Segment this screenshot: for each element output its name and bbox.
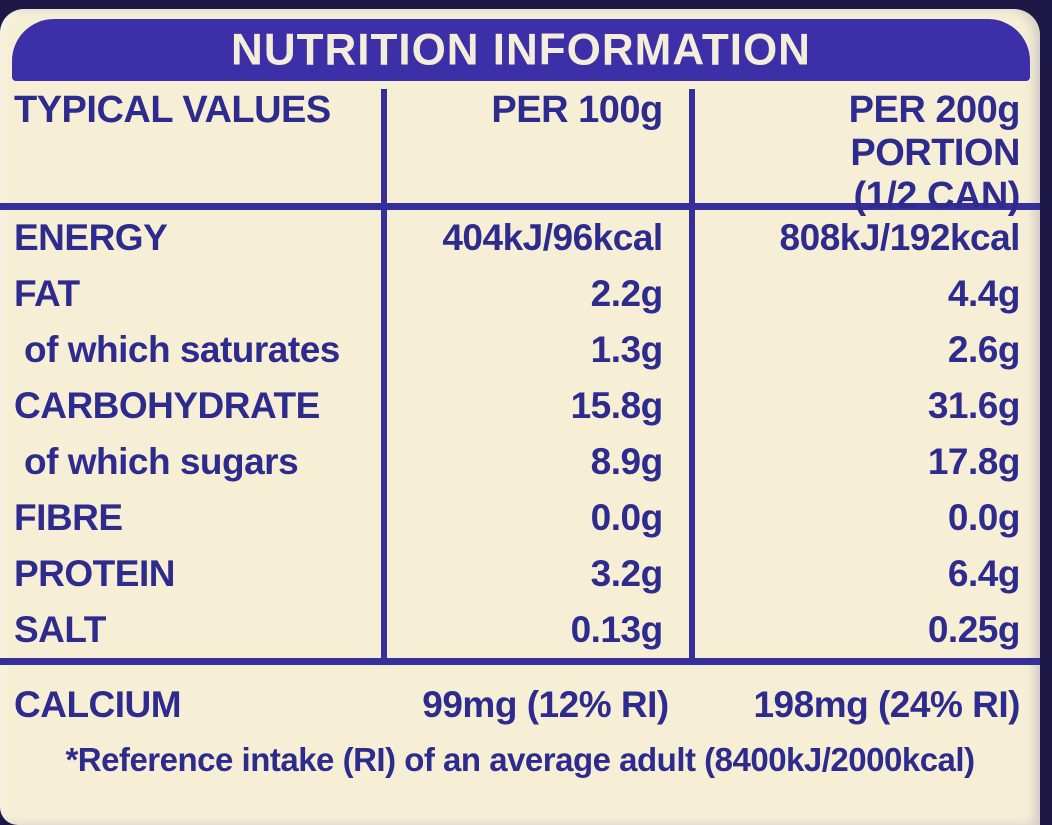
row-label: PROTEIN (0, 546, 387, 602)
row-label: FIBRE (0, 490, 387, 546)
row-value-per100: 15.8g (387, 378, 695, 434)
row-label: CARBOHYDRATE (0, 378, 387, 434)
nutrient-rows: ENERGY 404kJ/96kcal 808kJ/192kcal FAT 2.… (0, 210, 1040, 658)
table-row-salt: SALT 0.13g 0.25g (0, 602, 1040, 658)
column-header-row: TYPICAL VALUES PER 100g PER 200g PORTION… (0, 81, 1040, 218)
row-value-per200: 0.25g (927, 609, 1021, 650)
row-value-per100: 3.2g (387, 546, 695, 602)
nutrition-label: NUTRITION INFORMATION TYPICAL VALUES PER… (0, 9, 1040, 825)
row-value-per100: 0.13g (387, 602, 695, 658)
row-value-per100: 0.0g (387, 490, 695, 546)
table-row-sugars: of which sugars 8.9g 17.8g (0, 434, 1040, 490)
reference-intake-footnote: *Reference intake (RI) of an average adu… (65, 741, 975, 778)
table-row-fat: FAT 2.2g 4.4g (0, 266, 1040, 322)
row-label: of which sugars (0, 434, 387, 490)
row-value-per200: 4.4g (947, 273, 1021, 314)
column-header-per-100g: PER 100g (387, 89, 695, 218)
row-value-per200: 17.8g (927, 441, 1021, 482)
row-value-per200: 6.4g (947, 553, 1021, 594)
table-row-saturates: of which saturates 1.3g 2.6g (0, 322, 1040, 378)
row-label: CALCIUM (14, 684, 182, 725)
column-header-per-200g-line2: (1/2 CAN) (853, 175, 1020, 217)
row-value-per200: 31.6g (927, 385, 1021, 426)
row-value-per100: 2.2g (387, 266, 695, 322)
table-row-protein: PROTEIN 3.2g 6.4g (0, 546, 1040, 602)
row-value-per100: 8.9g (387, 434, 695, 490)
row-label: FAT (0, 266, 387, 322)
row-label: ENERGY (0, 210, 387, 266)
row-value-per200: 2.6g (947, 329, 1021, 370)
row-value-per200: 198mg (24% RI) (753, 684, 1020, 725)
divider-bottom (0, 658, 1040, 665)
row-label: SALT (0, 602, 387, 658)
row-value-per100: 99mg (12% RI) (422, 684, 669, 725)
row-value-per200: 808kJ/192kcal (779, 217, 1021, 258)
column-header-per-200g-portion: PER 200g PORTION (1/2 CAN) (695, 89, 1040, 218)
row-label: of which saturates (0, 322, 387, 378)
column-header-typical-values: TYPICAL VALUES (0, 89, 387, 218)
table-row-energy: ENERGY 404kJ/96kcal 808kJ/192kcal (0, 210, 1040, 266)
row-value-per200: 0.0g (947, 497, 1021, 538)
table-row-fibre: FIBRE 0.0g 0.0g (0, 490, 1040, 546)
row-value-per100: 404kJ/96kcal (387, 210, 695, 266)
column-header-per-200g-line1: PER 200g PORTION (848, 89, 1021, 174)
table-row-calcium: CALCIUM 99mg (12% RI) 198mg (24% RI) (0, 665, 1040, 731)
table-row-carbohydrate: CARBOHYDRATE 15.8g 31.6g (0, 378, 1040, 434)
page-title: NUTRITION INFORMATION (231, 24, 811, 75)
row-value-per100: 1.3g (387, 322, 695, 378)
divider-top (0, 203, 1040, 210)
header-bar: NUTRITION INFORMATION (12, 19, 1030, 81)
